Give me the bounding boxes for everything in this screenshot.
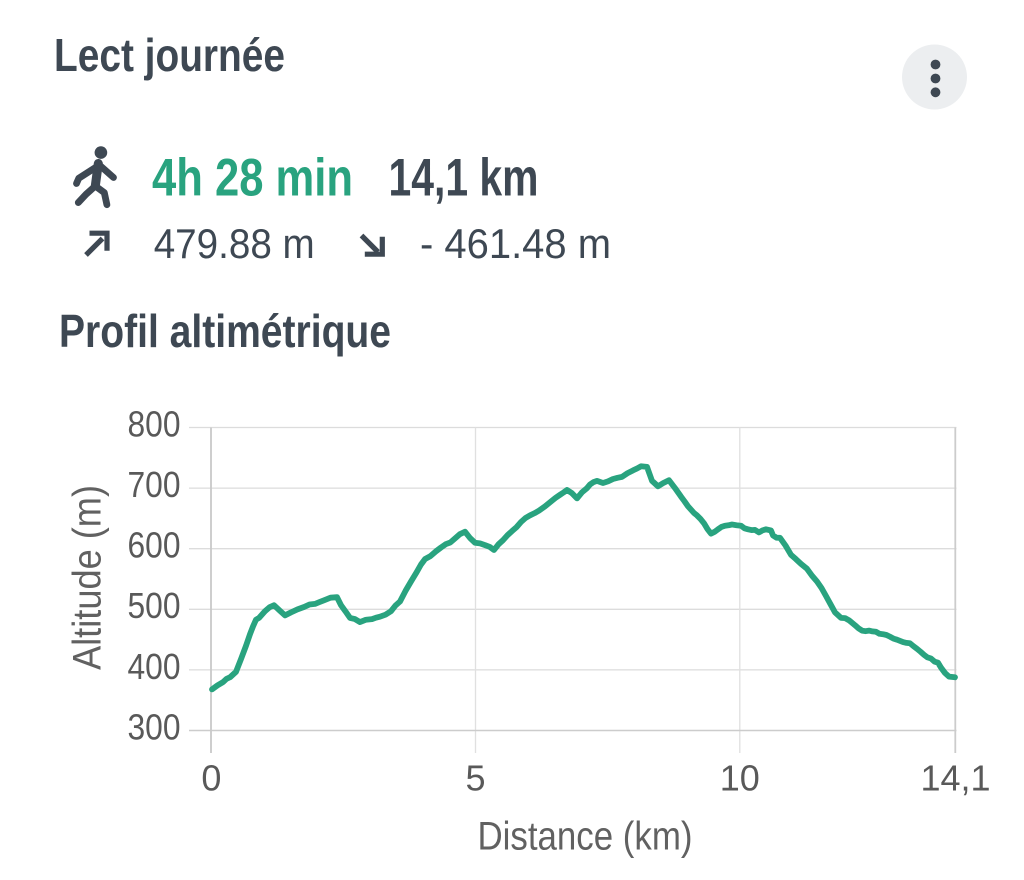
svg-text:0: 0 <box>201 757 221 798</box>
svg-text:600: 600 <box>128 525 181 566</box>
svg-text:14,1 km: 14,1 km <box>389 148 539 207</box>
svg-text:Altitude (m): Altitude (m) <box>66 485 110 670</box>
svg-text:500: 500 <box>128 585 181 626</box>
svg-text:- 461.48 m: - 461.48 m <box>420 220 611 267</box>
svg-text:5: 5 <box>465 757 485 798</box>
svg-text:400: 400 <box>128 646 181 687</box>
svg-text:800: 800 <box>128 403 181 444</box>
svg-text:Distance (km): Distance (km) <box>478 815 693 859</box>
svg-text:10: 10 <box>720 757 760 798</box>
svg-text:700: 700 <box>128 464 181 505</box>
svg-text:479.88 m: 479.88 m <box>154 220 315 267</box>
svg-text:14,1: 14,1 <box>920 757 990 798</box>
svg-text:300: 300 <box>128 706 181 747</box>
svg-text:4h 28 min: 4h 28 min <box>152 148 353 207</box>
svg-text:Profil altimétrique: Profil altimétrique <box>59 305 391 357</box>
svg-text:Lect journée: Lect journée <box>54 29 285 81</box>
